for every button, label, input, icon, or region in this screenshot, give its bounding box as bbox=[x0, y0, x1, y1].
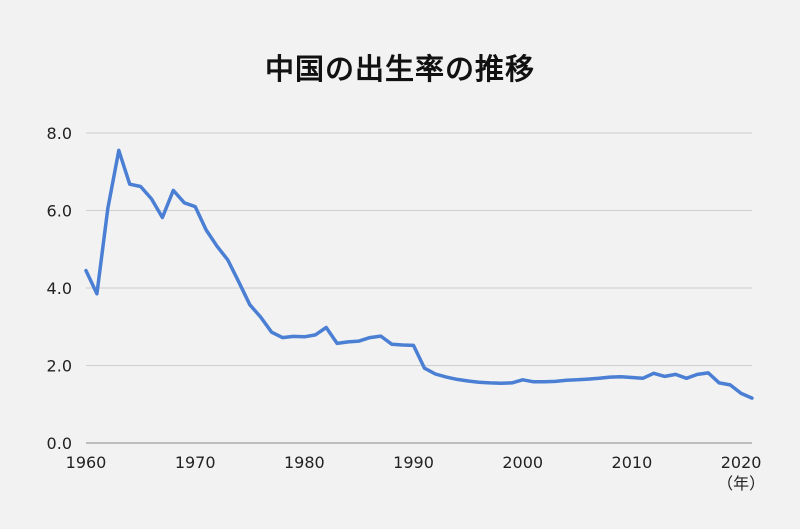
chart-title: 中国の出生率の推移 bbox=[264, 52, 535, 86]
y-tick-label: 0.0 bbox=[47, 434, 72, 453]
series-line bbox=[84, 148, 754, 400]
x-tick-label: 2010 bbox=[612, 453, 653, 472]
x-tick-label: 2000 bbox=[502, 453, 543, 472]
x-unit-label: （年） bbox=[717, 474, 765, 493]
x-tick-label: 1960 bbox=[66, 453, 107, 472]
y-tick-label: 4.0 bbox=[47, 279, 72, 298]
y-tick-label: 2.0 bbox=[47, 357, 72, 376]
x-tick-label: 1970 bbox=[175, 453, 216, 472]
x-tick-label: 1980 bbox=[284, 453, 325, 472]
x-tick-label: 2020 bbox=[721, 453, 762, 472]
x-tick-label: 1990 bbox=[393, 453, 434, 472]
y-tick-label: 6.0 bbox=[47, 202, 72, 221]
y-tick-label: 8.0 bbox=[47, 124, 72, 143]
